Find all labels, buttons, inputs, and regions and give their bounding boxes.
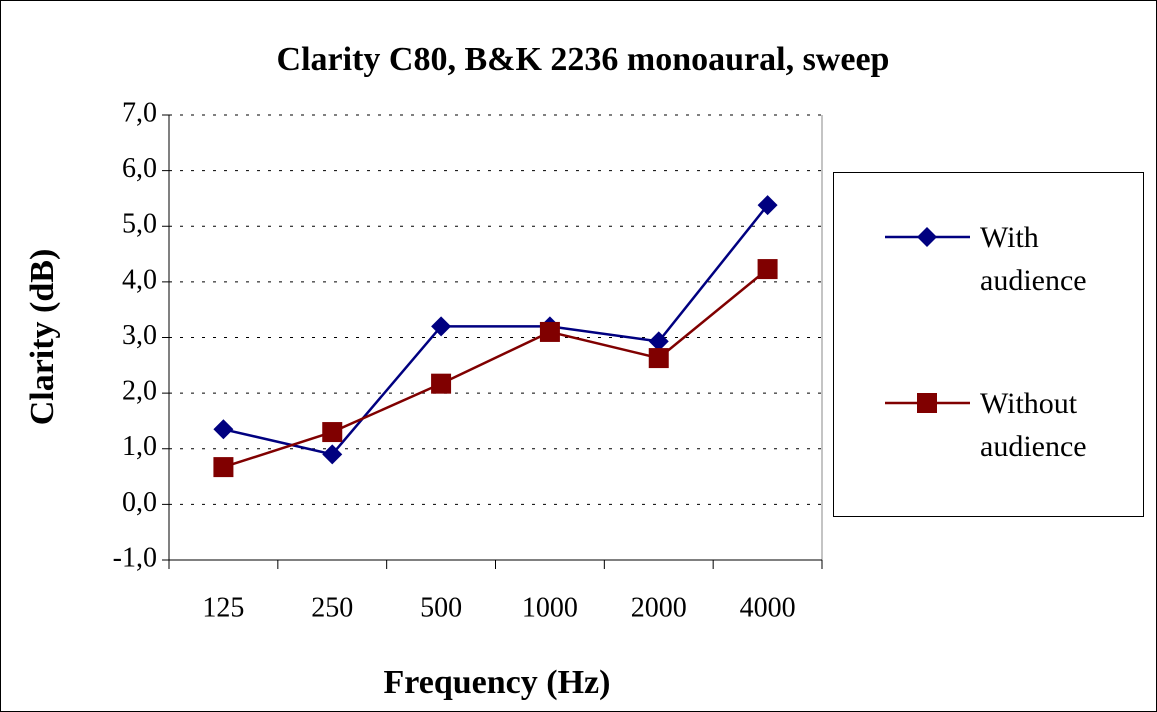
legend-label: With audience (980, 221, 1087, 297)
y-tick-label: 5,0 (122, 209, 157, 240)
marker (917, 227, 937, 247)
y-tick-label: 4,0 (122, 264, 157, 295)
x-tick-label: 250 (311, 592, 353, 623)
y-tick-label: 6,0 (122, 153, 157, 184)
chart-title: Clarity C80, B&K 2236 monoaural, sweep (277, 41, 890, 78)
marker (431, 316, 452, 337)
legend-box (833, 172, 1144, 517)
marker (322, 444, 343, 465)
marker (213, 419, 234, 440)
y-axis-label: Clarity (dB) (24, 249, 61, 426)
x-tick-label: 500 (420, 592, 462, 623)
x-tick-label: 2000 (631, 592, 687, 623)
series-line (223, 268, 769, 469)
y-tick-label: 0,0 (122, 487, 157, 518)
y-tick-label: 1,0 (122, 431, 157, 462)
y-tick-label: 2,0 (122, 376, 157, 407)
marker (648, 331, 669, 352)
marker (539, 321, 560, 342)
marker (322, 422, 343, 443)
marker (757, 259, 778, 280)
y-tick-label: -1,0 (113, 542, 157, 573)
marker (213, 457, 234, 478)
marker (917, 393, 937, 413)
x-tick-label: 4000 (740, 592, 796, 623)
y-tick-label: 7,0 (122, 97, 157, 128)
legend-label: Without audience (980, 387, 1087, 463)
x-tick-label: 1000 (522, 592, 578, 623)
marker (757, 195, 778, 216)
x-axis-label: Frequency (Hz) (384, 664, 611, 701)
y-tick-label: 3,0 (122, 320, 157, 351)
marker (648, 348, 669, 369)
series-line (223, 204, 769, 456)
marker (431, 373, 452, 394)
x-tick-label: 125 (202, 592, 244, 623)
